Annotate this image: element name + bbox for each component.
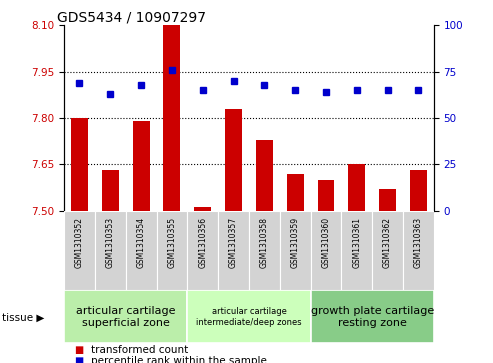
Text: GSM1310356: GSM1310356 — [198, 217, 207, 268]
Bar — [372, 211, 403, 290]
Bar — [311, 290, 434, 343]
Text: ■: ■ — [74, 356, 83, 363]
Text: GSM1310363: GSM1310363 — [414, 217, 423, 268]
Bar — [64, 211, 95, 290]
Text: ■: ■ — [74, 345, 83, 355]
Text: GSM1310362: GSM1310362 — [383, 217, 392, 268]
Bar — [249, 211, 280, 290]
Bar — [410, 170, 427, 211]
Text: GSM1310357: GSM1310357 — [229, 217, 238, 268]
Bar — [256, 139, 273, 211]
Bar — [157, 211, 187, 290]
Text: percentile rank within the sample: percentile rank within the sample — [91, 356, 267, 363]
Text: GSM1310361: GSM1310361 — [352, 217, 361, 268]
Text: GSM1310358: GSM1310358 — [260, 217, 269, 268]
Text: transformed count: transformed count — [91, 345, 188, 355]
Text: GSM1310359: GSM1310359 — [291, 217, 300, 268]
Bar — [341, 211, 372, 290]
Bar — [311, 211, 341, 290]
Text: GSM1310352: GSM1310352 — [75, 217, 84, 268]
Text: GDS5434 / 10907297: GDS5434 / 10907297 — [57, 10, 206, 24]
Bar — [403, 211, 434, 290]
Bar — [164, 25, 180, 211]
Text: growth plate cartilage
resting zone: growth plate cartilage resting zone — [311, 306, 434, 328]
Text: GSM1310360: GSM1310360 — [321, 217, 330, 268]
Bar — [225, 109, 242, 211]
Bar — [71, 118, 88, 211]
Bar — [317, 180, 334, 211]
Bar — [126, 211, 157, 290]
Text: articular cartilage
intermediate/deep zones: articular cartilage intermediate/deep zo… — [196, 307, 302, 327]
Bar — [187, 211, 218, 290]
Bar — [95, 211, 126, 290]
Bar — [287, 174, 304, 211]
Text: GSM1310354: GSM1310354 — [137, 217, 145, 268]
Bar — [379, 189, 396, 211]
Bar — [64, 290, 187, 343]
Text: articular cartilage
superficial zone: articular cartilage superficial zone — [76, 306, 176, 328]
Bar — [133, 121, 149, 211]
Bar — [280, 211, 311, 290]
Bar — [218, 211, 249, 290]
Bar — [102, 170, 119, 211]
Text: GSM1310355: GSM1310355 — [168, 217, 176, 268]
Bar — [187, 290, 311, 343]
Bar — [194, 208, 211, 211]
Bar — [349, 164, 365, 211]
Text: tissue ▶: tissue ▶ — [2, 313, 45, 323]
Text: GSM1310353: GSM1310353 — [106, 217, 115, 268]
